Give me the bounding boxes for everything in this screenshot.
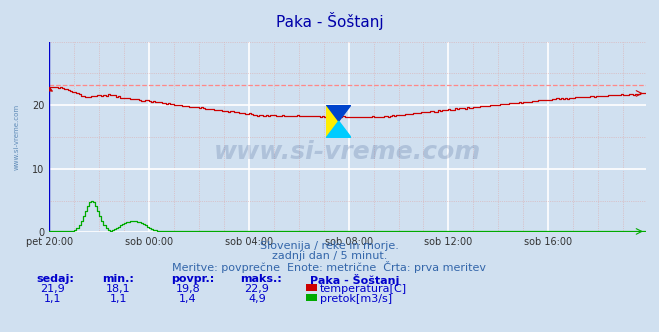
Polygon shape [326,121,351,138]
Text: Paka - Šoštanj: Paka - Šoštanj [275,12,384,30]
Text: temperatura[C]: temperatura[C] [320,284,407,294]
Text: maks.:: maks.: [241,274,282,284]
Text: 22,9: 22,9 [244,284,270,294]
Text: Slovenija / reke in morje.: Slovenija / reke in morje. [260,241,399,251]
Text: 18,1: 18,1 [106,284,131,294]
Text: sedaj:: sedaj: [36,274,74,284]
Text: www.si-vreme.com: www.si-vreme.com [14,104,20,170]
Text: 1,4: 1,4 [179,294,196,304]
Text: povpr.:: povpr.: [171,274,215,284]
Text: pretok[m3/s]: pretok[m3/s] [320,294,391,304]
Text: 21,9: 21,9 [40,284,65,294]
Text: zadnji dan / 5 minut.: zadnji dan / 5 minut. [272,251,387,261]
Polygon shape [326,105,339,138]
Text: Meritve: povprečne  Enote: metrične  Črta: prva meritev: Meritve: povprečne Enote: metrične Črta:… [173,261,486,273]
Text: 19,8: 19,8 [175,284,200,294]
Text: 4,9: 4,9 [248,294,266,304]
Polygon shape [326,105,351,121]
Text: www.si-vreme.com: www.si-vreme.com [214,140,481,164]
Text: Paka - Šoštanj: Paka - Šoštanj [310,274,399,286]
Text: 1,1: 1,1 [110,294,127,304]
Text: 1,1: 1,1 [44,294,61,304]
Text: min.:: min.: [102,274,134,284]
